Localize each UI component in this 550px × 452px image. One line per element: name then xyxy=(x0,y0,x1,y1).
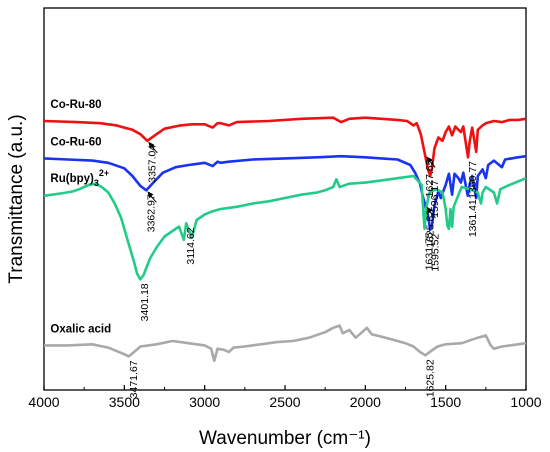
series-line-2 xyxy=(43,174,527,281)
peak-arrowhead xyxy=(426,206,433,214)
series-label: Oxalic acid xyxy=(50,323,111,335)
peak-label: 3114.62 xyxy=(185,227,197,264)
series-layer xyxy=(43,116,527,363)
peak-label: 3401.18 xyxy=(139,283,151,321)
peak-label: 1596.17 xyxy=(429,180,441,218)
peak-label: 1627.65 xyxy=(424,159,436,197)
x-axis-title: Wavenumber (cm⁻¹) xyxy=(199,428,371,449)
x-tick-label: 1500 xyxy=(430,394,461,410)
series-label: Co-Ru-60 xyxy=(50,137,101,149)
x-tick-label: 2000 xyxy=(350,394,381,410)
peak-arrowhead xyxy=(147,191,154,199)
peak-label: 3357.04 xyxy=(146,145,158,183)
peak-arrowhead xyxy=(426,156,433,164)
peak-label: 1625.82 xyxy=(424,210,436,248)
x-tick-label: 3500 xyxy=(109,394,140,410)
x-tick-label: 1000 xyxy=(510,394,541,410)
series-line-0 xyxy=(43,116,527,178)
x-tick-label: 2500 xyxy=(269,394,300,410)
series-label: Co-Ru-80 xyxy=(50,99,101,111)
x-tick-label: 4000 xyxy=(28,394,59,410)
peak-label: 1595.52 xyxy=(429,234,441,272)
x-tick-label: 3000 xyxy=(189,394,220,410)
series-line-3 xyxy=(44,324,527,363)
peak-label: 1361.41 xyxy=(467,199,479,237)
peak-label: 1631.75 xyxy=(423,232,435,270)
peak-label: 1625.82 xyxy=(424,359,436,397)
peak-label: 1360.77 xyxy=(467,161,479,199)
peak-label: 3471.67 xyxy=(128,360,140,398)
peak-label: 3362.97 xyxy=(145,194,157,232)
x-axis: 4000 3500 3000 2500 2000 1500 1000 xyxy=(28,385,542,410)
peak-arrowhead xyxy=(148,141,155,149)
y-axis-title: Transmittance (a.u.) xyxy=(6,114,27,283)
